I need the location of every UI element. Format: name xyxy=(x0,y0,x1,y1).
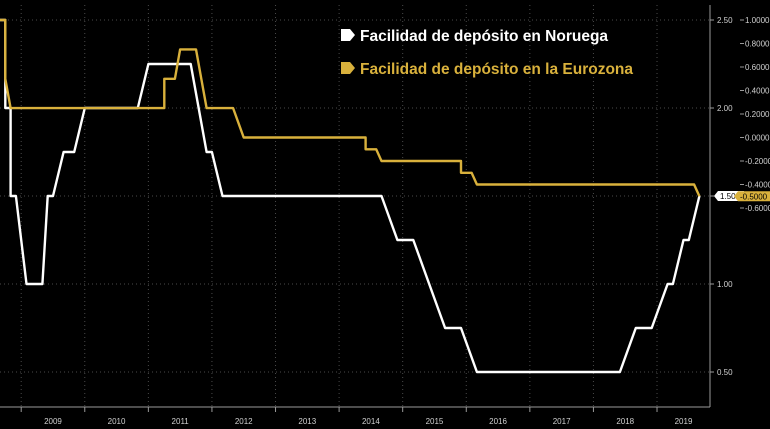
legend-item-eurozone: Facilidad de depósito en la Eurozona xyxy=(341,61,633,78)
legend-item-norway: Facilidad de depósito en Noruega xyxy=(341,28,608,45)
y-left-tick-label: 2.50 xyxy=(717,16,733,25)
x-tick-label: 2012 xyxy=(235,417,253,426)
last-value-tags: 1.50 -0.5000 xyxy=(714,191,770,202)
last-value-tag-eurozone: -0.5000 xyxy=(734,191,770,202)
y-left-tick-label: 2.00 xyxy=(717,104,733,113)
y-right-axis-ticks: 1.0000 0.8000 0.6000 0.4000 0.2000 0.0000 -0.2… xyxy=(740,16,770,213)
x-tick-label: 2018 xyxy=(616,417,634,426)
last-value-tag-label: -0.5000 xyxy=(740,192,768,201)
y-right-tick-label: -0.6000 xyxy=(745,204,770,213)
last-value-tag-box xyxy=(734,191,770,202)
y-left-tick-label: 0.50 xyxy=(717,368,733,377)
legend-label-eurozone: Facilidad de depósito en la Eurozona xyxy=(360,61,633,78)
grid xyxy=(0,5,710,407)
y-right-tick-label: 0.4000 xyxy=(745,87,770,96)
x-tick-label: 2011 xyxy=(172,417,190,426)
y-right-tick-label: -0.4000 xyxy=(745,181,770,190)
legend-marker-eurozone-icon xyxy=(341,62,355,74)
x-tick-label: 2016 xyxy=(489,417,507,426)
y-right-tick-label: 0.0000 xyxy=(745,134,770,143)
y-right-tick-label: -0.2000 xyxy=(745,157,770,166)
axes xyxy=(0,5,711,412)
x-tick-label: 2010 xyxy=(108,417,126,426)
x-tick-label: 2009 xyxy=(44,417,62,426)
y-right-tick-label: 0.6000 xyxy=(745,63,770,72)
series-line-eurozone xyxy=(0,18,701,197)
x-tick-label: 2015 xyxy=(426,417,444,426)
legend-label-norway: Facilidad de depósito en Noruega xyxy=(360,28,608,45)
x-tick-label: 2014 xyxy=(362,417,380,426)
y-left-tick-label: 1.00 xyxy=(717,280,733,289)
series-lines xyxy=(0,18,701,374)
legend-marker-norway-icon xyxy=(341,29,355,41)
x-tick-label: 2013 xyxy=(298,417,316,426)
y-right-tick-label: 0.8000 xyxy=(745,40,770,49)
legend: Facilidad de depósito en Noruega Facilid… xyxy=(341,28,633,78)
series-line-norway xyxy=(0,18,701,374)
x-tick-label: 2019 xyxy=(675,417,693,426)
x-axis-ticks: 2009 2010 2011 2012 2013 2014 2015 2016 2017 2018… xyxy=(44,417,693,426)
last-value-tag-label: 1.50 xyxy=(720,192,736,201)
y-right-tick-label: 0.2000 xyxy=(745,110,770,119)
x-tick-label: 2017 xyxy=(553,417,571,426)
y-right-tick-label: 1.0000 xyxy=(745,16,770,25)
